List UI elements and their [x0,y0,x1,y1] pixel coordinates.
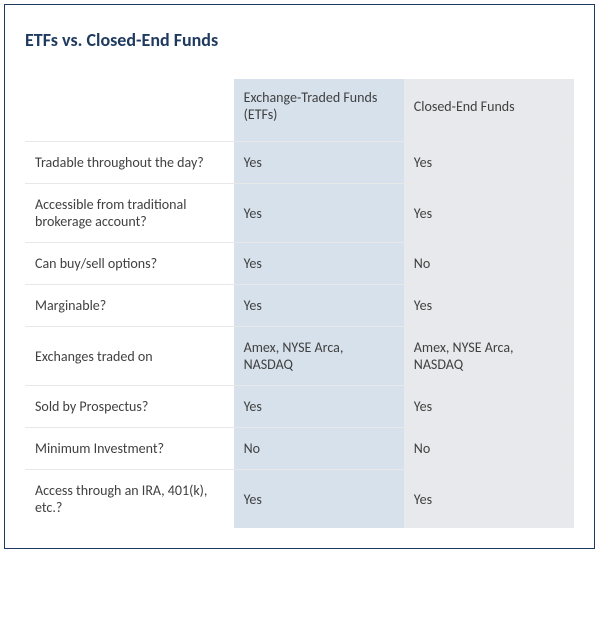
row-label: Access through an IRA, 401(k), etc.? [25,470,234,529]
row-label: Marginable? [25,285,234,327]
row-cef-value: No [404,243,574,285]
table-header-row: Exchange-Traded Funds (ETFs) Closed-End … [25,79,574,142]
table-row: Sold by Prospectus? Yes Yes [25,386,574,428]
row-etf-value: No [234,428,404,470]
table-row: Tradable throughout the day? Yes Yes [25,142,574,184]
row-label: Can buy/sell options? [25,243,234,285]
row-etf-value: Yes [234,243,404,285]
row-cef-value: No [404,428,574,470]
comparison-card: ETFs vs. Closed-End Funds Exchange-Trade… [4,4,595,549]
row-cef-value: Yes [404,470,574,529]
table-row: Marginable? Yes Yes [25,285,574,327]
row-cef-value: Amex, NYSE Arca, NASDAQ [404,327,574,386]
row-cef-value: Yes [404,142,574,184]
row-label: Minimum Investment? [25,428,234,470]
row-etf-value: Amex, NYSE Arca, NASDAQ [234,327,404,386]
row-etf-value: Yes [234,285,404,327]
row-label: Exchanges traded on [25,327,234,386]
row-etf-value: Yes [234,142,404,184]
table-row: Can buy/sell options? Yes No [25,243,574,285]
header-etf: Exchange-Traded Funds (ETFs) [234,79,404,142]
header-cef: Closed-End Funds [404,79,574,142]
row-label: Sold by Prospectus? [25,386,234,428]
comparison-table: Exchange-Traded Funds (ETFs) Closed-End … [25,79,574,528]
table-row: Accessible from traditional brokerage ac… [25,184,574,243]
page-title: ETFs vs. Closed-End Funds [25,29,574,51]
row-etf-value: Yes [234,184,404,243]
table-row: Minimum Investment? No No [25,428,574,470]
row-cef-value: Yes [404,285,574,327]
row-cef-value: Yes [404,386,574,428]
row-label: Tradable throughout the day? [25,142,234,184]
table-row: Access through an IRA, 401(k), etc.? Yes… [25,470,574,529]
row-etf-value: Yes [234,386,404,428]
row-cef-value: Yes [404,184,574,243]
header-empty [25,79,234,142]
row-label: Accessible from traditional brokerage ac… [25,184,234,243]
table-row: Exchanges traded on Amex, NYSE Arca, NAS… [25,327,574,386]
row-etf-value: Yes [234,470,404,529]
